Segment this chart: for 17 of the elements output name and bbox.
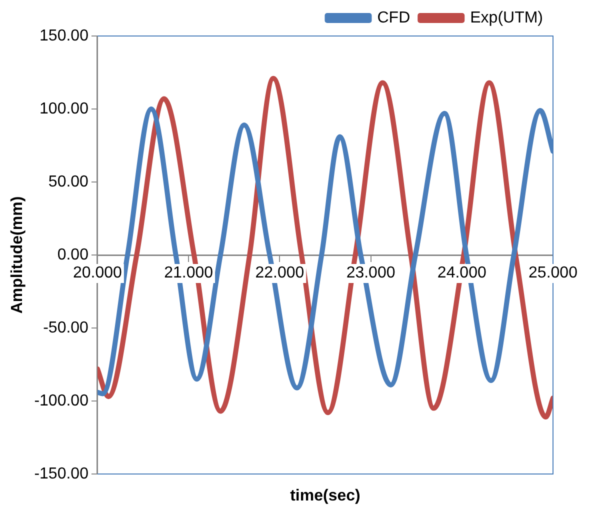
x-axis-title: time(sec) [290, 487, 360, 504]
x-tick-label: 25.000 [528, 264, 578, 282]
y-tick-label: -150.00 [34, 465, 89, 482]
y-tick-label: 50.00 [48, 173, 89, 190]
y-tick-label: 100.00 [40, 100, 89, 118]
y-axis-title: Amplitude(mm) [9, 196, 26, 314]
x-tick-label: 24.000 [437, 264, 486, 282]
legend-label: CFD [377, 9, 410, 26]
x-tick-label: 22.000 [255, 264, 304, 282]
y-tick-label: 150.00 [40, 27, 89, 44]
x-tick-label: 21.000 [164, 264, 214, 282]
x-tick-label: 23.000 [346, 264, 396, 282]
y-tick-label: -50.00 [43, 319, 89, 336]
x-tick-label: 20.000 [72, 264, 122, 282]
y-tick-label: -100.00 [34, 392, 89, 410]
legend-label: Exp(UTM) [470, 9, 544, 26]
y-tick-label: 0.00 [57, 246, 89, 264]
